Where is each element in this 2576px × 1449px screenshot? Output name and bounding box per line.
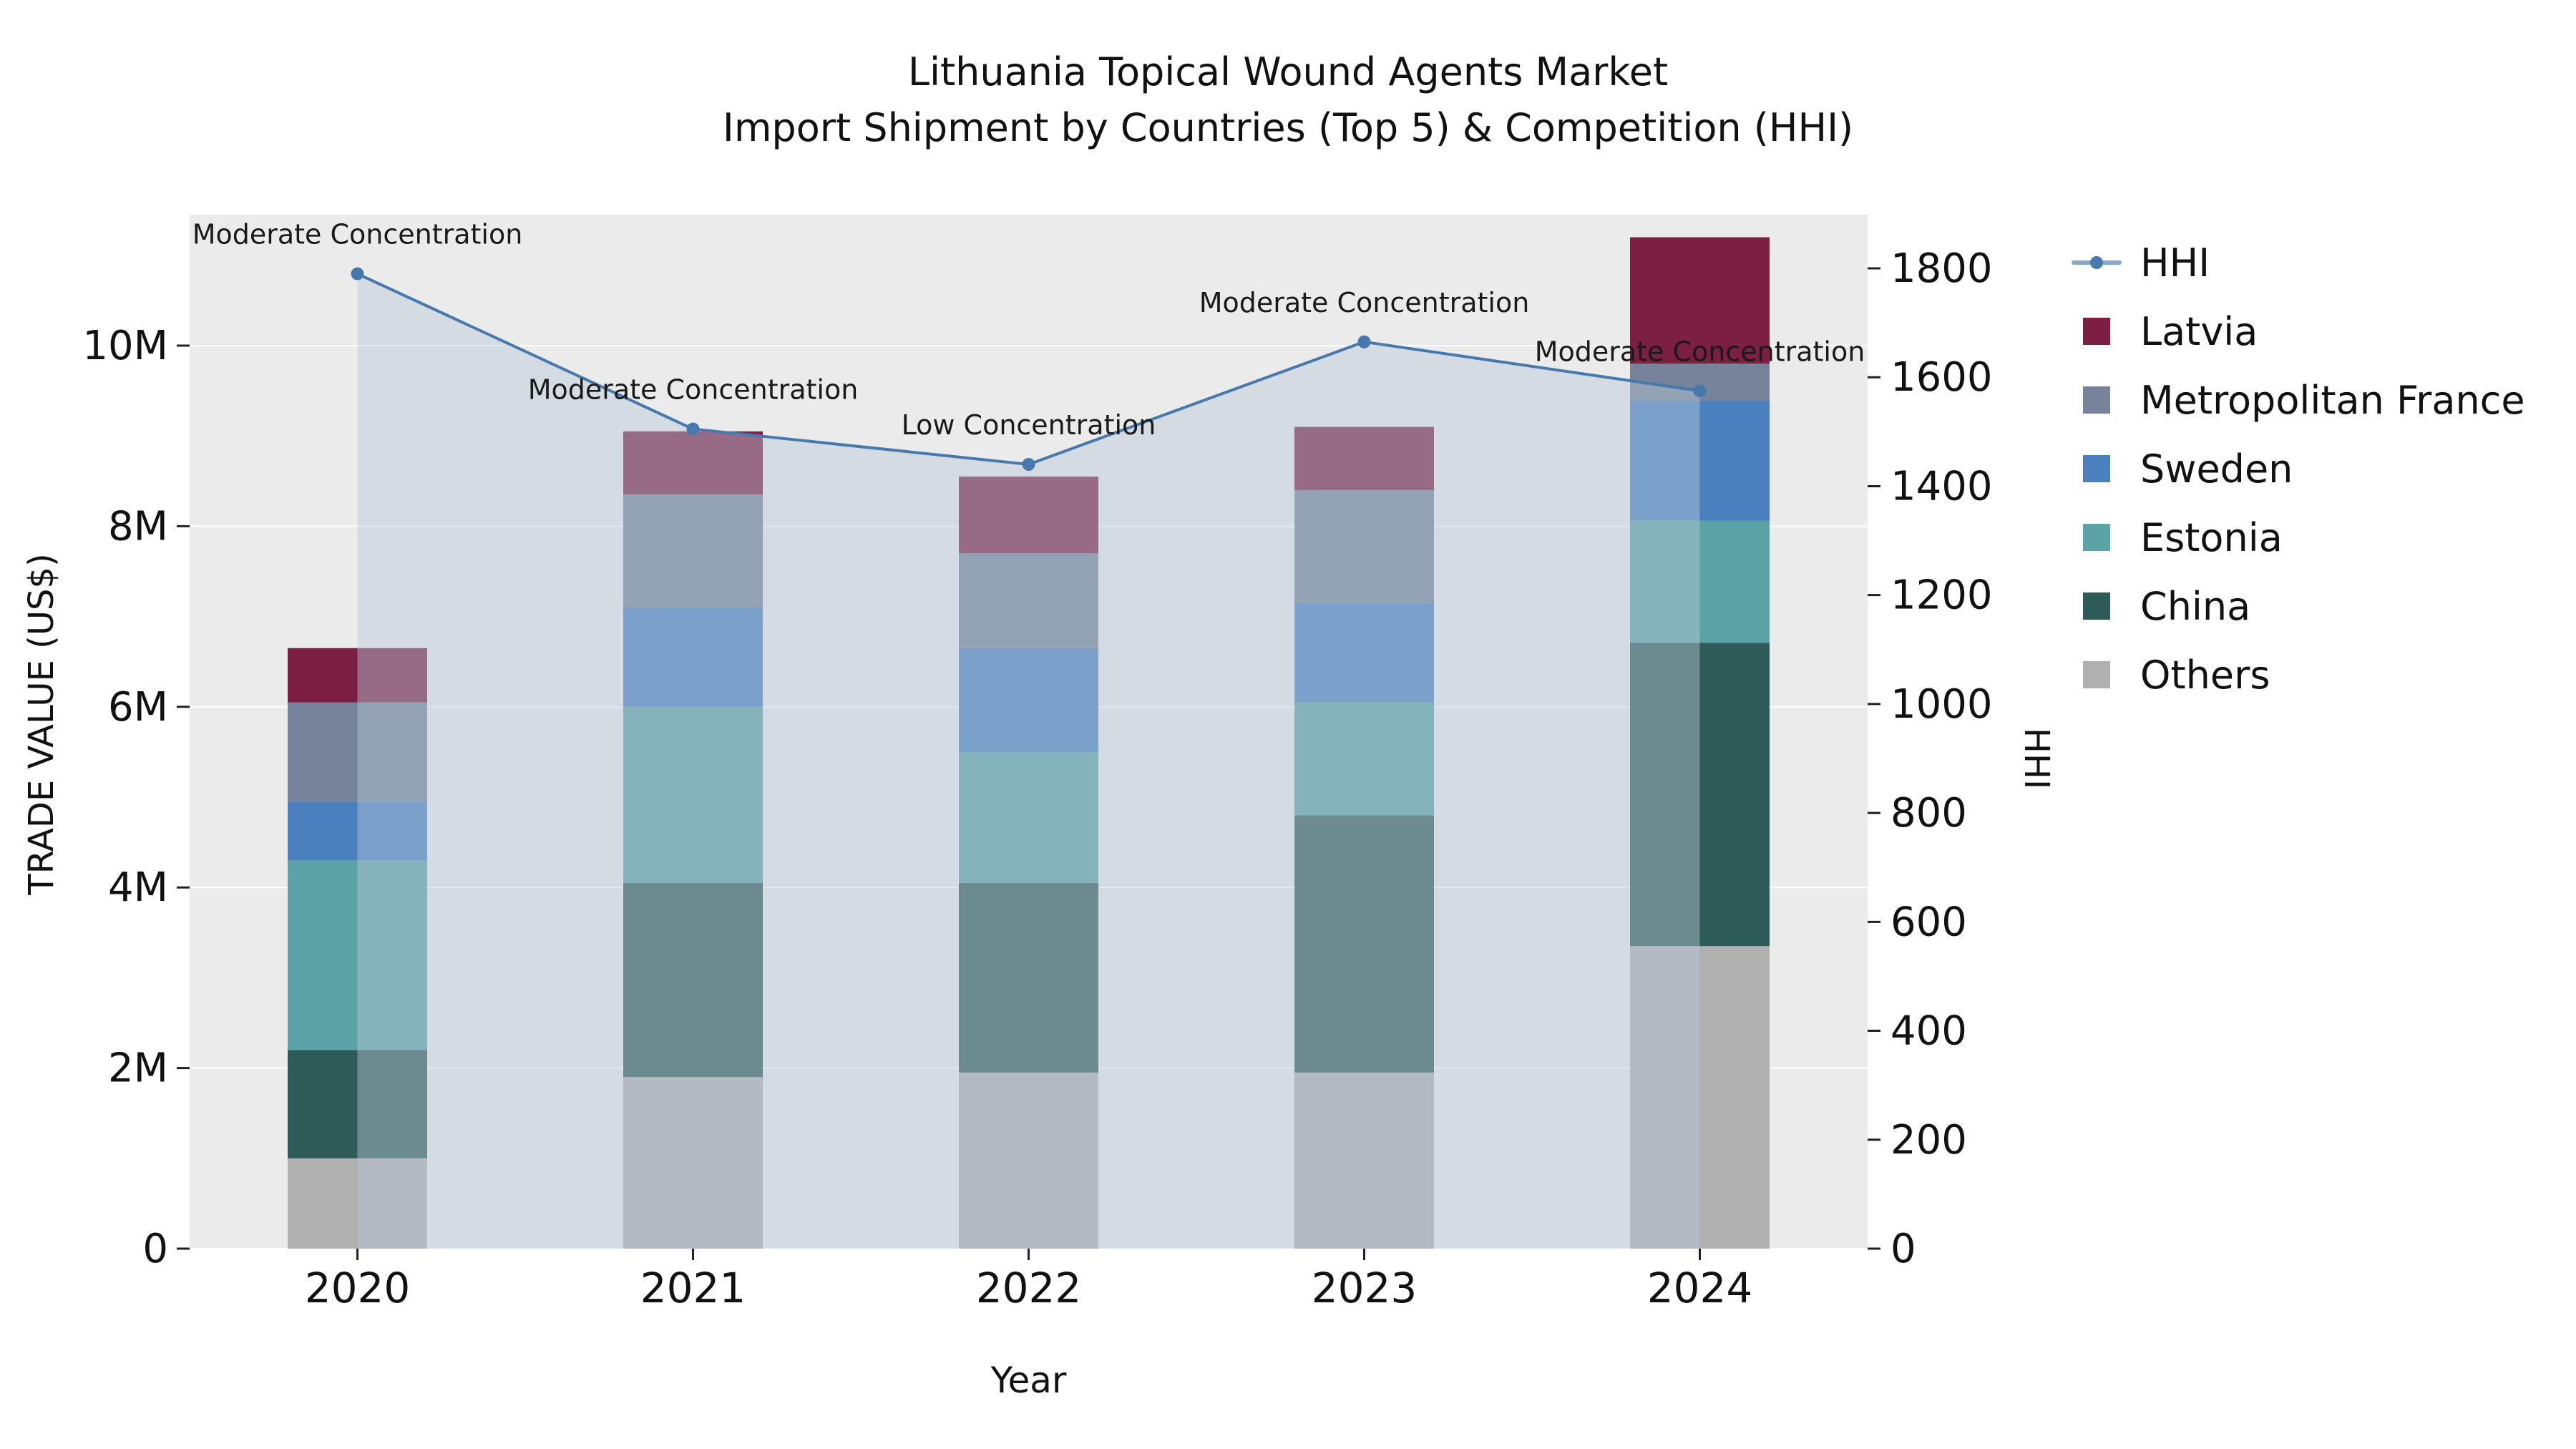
- bar-segment-metropolitan-france-2020: [288, 702, 427, 802]
- bar-segment-estonia-2022: [959, 751, 1098, 883]
- bar-segment-metropolitan-france-2023: [1294, 489, 1434, 603]
- y-right-tick-label: 800: [1890, 790, 1967, 836]
- chart-legend: HHI Latvia Metropolitan France Sweden Estoni…: [2072, 238, 2525, 700]
- hhi-annotation-2020: Moderate Concentration: [192, 219, 523, 250]
- bar-segment-sweden-2021: [623, 607, 763, 707]
- y-right-tick-label: 1800: [1890, 245, 1993, 292]
- y-right-tick-label: 1400: [1890, 463, 1993, 509]
- legend-swatch: [2083, 524, 2110, 551]
- x-tick-label-2022: 2022: [976, 1264, 1082, 1312]
- x-axis-label: Year: [990, 1360, 1067, 1401]
- y-left-tick-label: 0: [142, 1226, 168, 1272]
- hhi-marker-2021: [686, 422, 700, 436]
- bar-segment-latvia-2020: [288, 648, 427, 703]
- hhi-annotation-2024: Moderate Concentration: [1535, 336, 1865, 367]
- y-right-tick-label: 1600: [1890, 354, 1993, 401]
- bar-segment-latvia-2021: [623, 431, 763, 495]
- bar-segment-others-2021: [623, 1077, 763, 1249]
- y-right-tick-label: 200: [1890, 1117, 1967, 1163]
- legend-label: Metropolitan France: [2140, 377, 2525, 423]
- y-right-tick-label: 1000: [1890, 681, 1993, 728]
- bar-segment-others-2022: [959, 1072, 1098, 1249]
- bar-segment-latvia-2022: [959, 476, 1098, 554]
- legend-line-dot: [2090, 256, 2103, 269]
- legend-swatch: [2083, 318, 2110, 345]
- y-right-tick-label: 0: [1890, 1226, 1916, 1272]
- legend-item-others: Others: [2072, 650, 2525, 700]
- legend-label: Latvia: [2140, 308, 2258, 354]
- chart-title: Lithuania Topical Wound Agents Market Im…: [0, 44, 2576, 157]
- bar-segment-sweden-2024: [1630, 400, 1770, 521]
- y-left-tick-label: 10M: [82, 323, 168, 369]
- hhi-marker-2024: [1693, 384, 1707, 398]
- y-right-tick-label: 600: [1890, 899, 1967, 945]
- x-tick-label-2024: 2024: [1647, 1264, 1753, 1312]
- y-axis-label-right: HHI: [2016, 727, 2057, 790]
- bar-segment-china-2020: [288, 1050, 427, 1158]
- legend-label: Others: [2140, 652, 2270, 698]
- hhi-marker-2023: [1357, 335, 1371, 348]
- legend-swatch: [2083, 386, 2110, 414]
- bar-segment-metropolitan-france-2021: [623, 494, 763, 608]
- y-right-tick-label: 1200: [1890, 572, 1993, 619]
- y-left-tick-label: 2M: [108, 1045, 168, 1092]
- bar-segment-china-2023: [1294, 815, 1434, 1073]
- hhi-annotation-2023: Moderate Concentration: [1199, 287, 1530, 318]
- bar-segment-estonia-2024: [1630, 520, 1770, 643]
- legend-item-hhi: HHI: [2072, 238, 2525, 288]
- bar-segment-china-2022: [959, 882, 1098, 1073]
- bar-segment-china-2021: [623, 882, 763, 1078]
- legend-label: HHI: [2140, 240, 2210, 286]
- legend-item-estonia: Estonia: [2072, 512, 2525, 562]
- legend-item-china: China: [2072, 581, 2525, 631]
- hhi-annotation-2022: Low Concentration: [902, 409, 1156, 441]
- y-left-tick-label: 8M: [108, 503, 168, 550]
- legend-swatch: [2083, 455, 2110, 482]
- bar-segment-estonia-2020: [288, 860, 427, 1050]
- bar-segment-sweden-2023: [1294, 602, 1434, 703]
- bar-segment-estonia-2021: [623, 706, 763, 883]
- legend-swatch: [2083, 592, 2110, 620]
- legend-label: Sweden: [2140, 446, 2293, 492]
- legend-swatch: [2083, 661, 2110, 688]
- hhi-marker-2022: [1022, 458, 1035, 471]
- x-tick-label-2021: 2021: [640, 1264, 746, 1312]
- hhi-marker-2020: [351, 267, 364, 280]
- bar-segment-others-2024: [1630, 946, 1770, 1249]
- legend-label: Estonia: [2140, 514, 2283, 560]
- bar-segment-others-2023: [1294, 1072, 1434, 1249]
- x-tick-label-2020: 2020: [305, 1264, 411, 1312]
- y-axis-label-left: TRADE VALUE (US$): [21, 553, 62, 895]
- bar-segment-metropolitan-france-2022: [959, 553, 1098, 648]
- bar-segment-latvia-2023: [1294, 426, 1434, 490]
- bar-segment-sweden-2020: [288, 801, 427, 861]
- bar-segment-latvia-2024: [1630, 237, 1770, 364]
- bar-segment-others-2020: [288, 1158, 427, 1249]
- hhi-annotation-2021: Moderate Concentration: [528, 374, 859, 406]
- bar-segment-china-2024: [1630, 643, 1770, 947]
- y-left-tick-label: 6M: [108, 684, 168, 731]
- legend-label: China: [2140, 583, 2251, 629]
- legend-item-sweden: Sweden: [2072, 444, 2525, 494]
- hhi-area-fill: [357, 273, 1700, 1249]
- x-tick-label-2023: 2023: [1312, 1264, 1418, 1312]
- chart-title-line1: Lithuania Topical Wound Agents Market: [907, 49, 1669, 94]
- y-left-tick-label: 4M: [108, 864, 168, 911]
- bar-segment-estonia-2023: [1294, 702, 1434, 816]
- legend-line-marker: [2072, 253, 2122, 273]
- chart-title-line2: Import Shipment by Countries (Top 5) & C…: [722, 105, 1854, 151]
- bar-segment-sweden-2022: [959, 648, 1098, 752]
- y-right-tick-label: 400: [1890, 1008, 1967, 1055]
- legend-item-latvia: Latvia: [2072, 306, 2525, 356]
- legend-item-metropolitan-france: Metropolitan France: [2072, 375, 2525, 425]
